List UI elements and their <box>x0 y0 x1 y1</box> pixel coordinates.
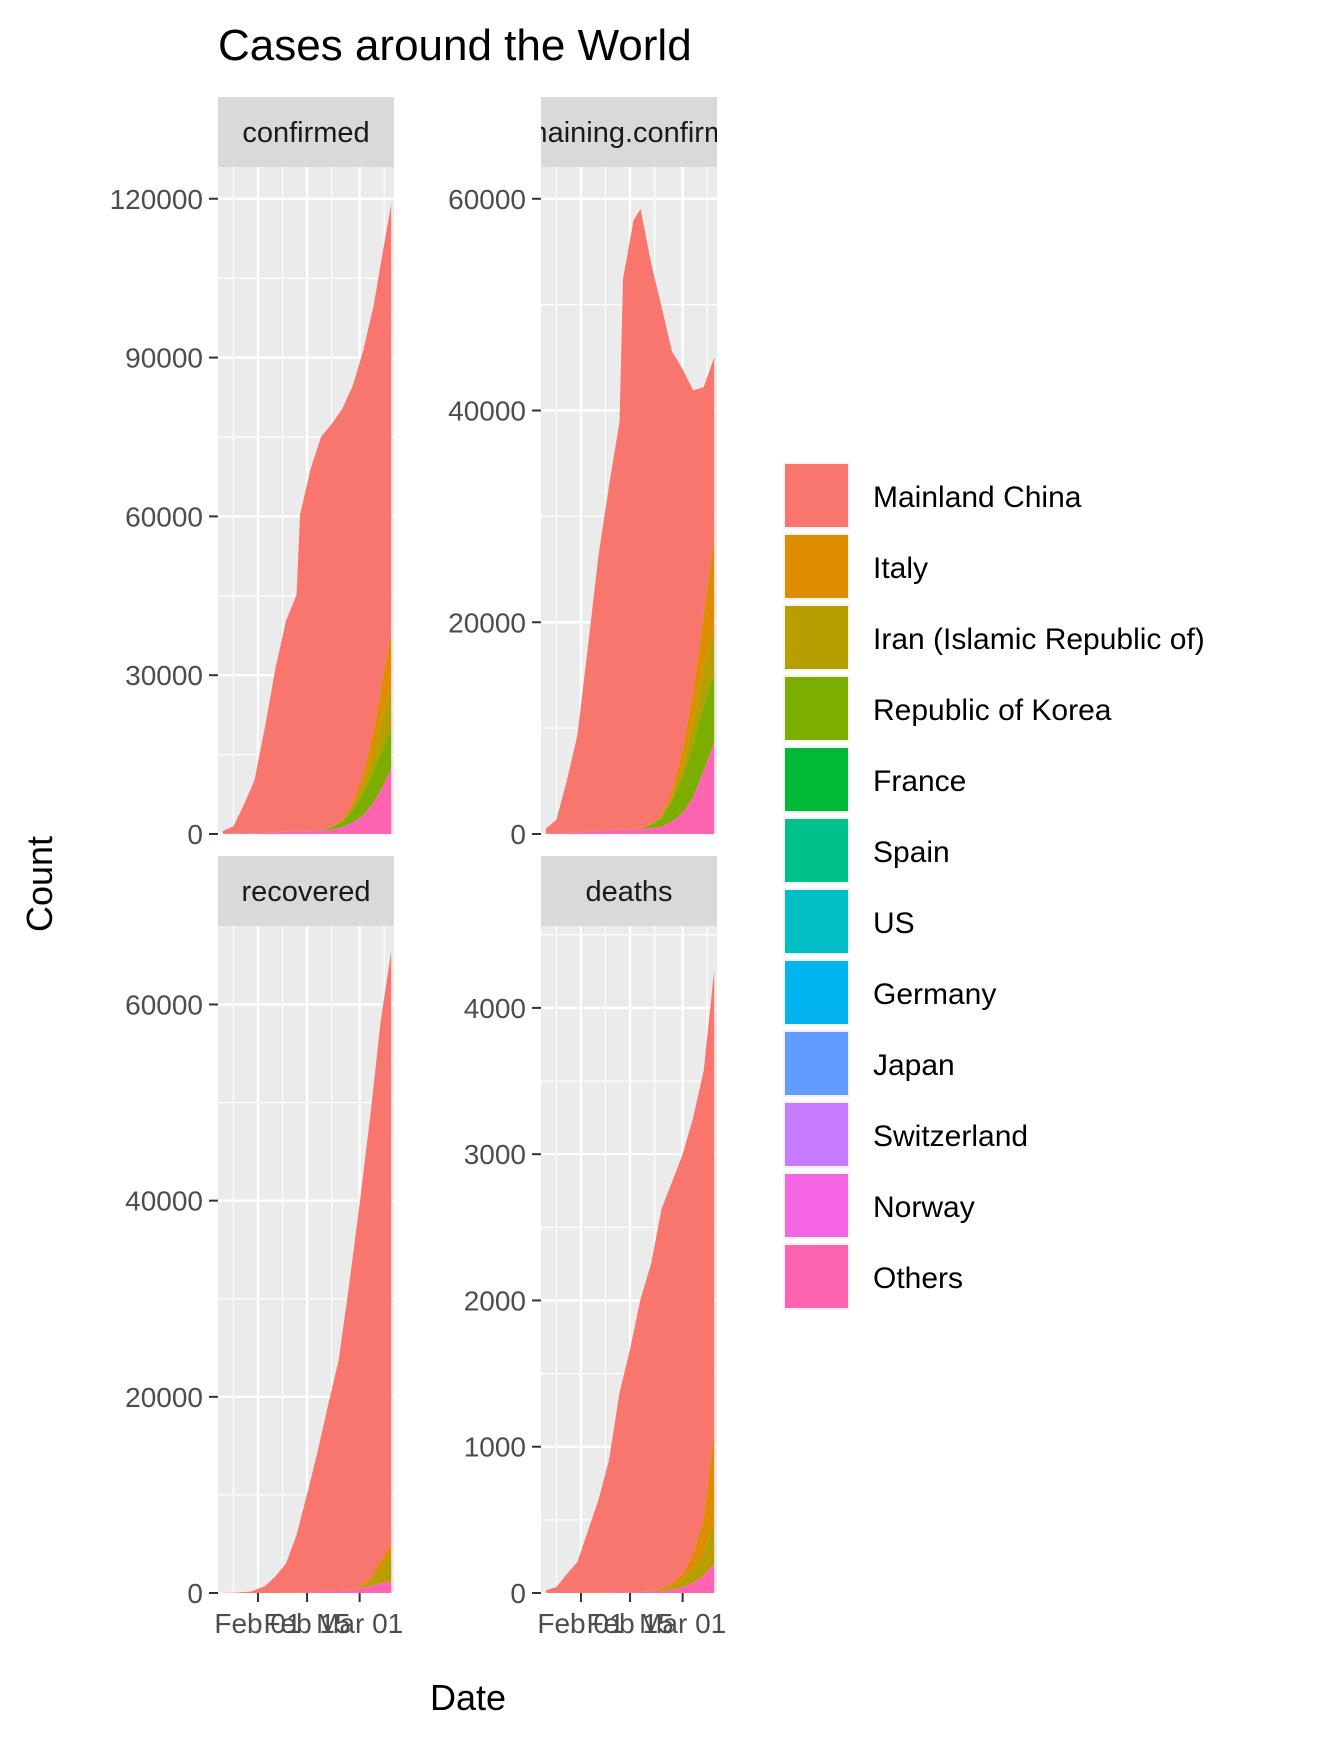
legend-label: France <box>873 765 966 798</box>
y-tick-label: 40000 <box>125 1186 203 1217</box>
area-mainland-china <box>545 209 715 834</box>
strip-label: recovered <box>242 876 371 908</box>
y-tick-label: 30000 <box>125 660 203 691</box>
legend-item: Japan <box>783 1030 955 1097</box>
legend-item: Others <box>783 1243 963 1310</box>
legend-label: US <box>873 907 915 940</box>
legend-label: Iran (Islamic Republic of) <box>873 623 1205 656</box>
y-tick-label: 60000 <box>125 501 203 532</box>
x-tick-label: Feb 15 <box>586 1608 673 1639</box>
y-tick-label: 60000 <box>125 989 203 1020</box>
area-others <box>222 767 392 834</box>
legend-label: Spain <box>873 836 950 869</box>
area-mainland-china <box>222 951 392 1593</box>
legend-swatch <box>785 1032 848 1095</box>
y-tick-label: 4000 <box>464 993 526 1024</box>
strip-label: remaining.confirmed <box>498 117 761 149</box>
x-tick-label: Feb 15 <box>263 1608 350 1639</box>
legend-label: Japan <box>873 1049 955 1082</box>
legend-swatch <box>785 1174 848 1237</box>
x-tick-label: Feb 01 <box>214 1608 301 1639</box>
legend-swatch <box>785 464 848 527</box>
legend-item: Norway <box>783 1172 975 1239</box>
x-axis-title: Date <box>430 1677 506 1718</box>
legend-item: Iran (Islamic Republic of) <box>783 604 1205 671</box>
y-tick-label: 20000 <box>448 607 526 638</box>
legend-item: Germany <box>783 959 996 1026</box>
legend-item: Switzerland <box>783 1101 1028 1168</box>
x-tick-label: Feb 01 <box>537 1608 624 1639</box>
legend-swatch <box>785 1103 848 1166</box>
y-tick-label: 20000 <box>125 1382 203 1413</box>
y-tick-label: 2000 <box>464 1285 526 1316</box>
y-tick-label: 0 <box>510 819 526 850</box>
legend-swatch <box>785 890 848 953</box>
legend-swatch <box>785 535 848 598</box>
strip-background <box>541 856 717 926</box>
legend-label: Italy <box>873 552 928 585</box>
legend-swatch <box>785 748 848 811</box>
panel-confirmed: confirmed 0 30000 60000 90000 120000 <box>110 97 394 850</box>
x-tick-label: Mar 01 <box>639 1608 726 1639</box>
legend-item: Republic of Korea <box>783 675 1112 742</box>
legend-swatch <box>785 819 848 882</box>
area-others <box>545 741 715 834</box>
strip-background <box>218 97 394 167</box>
legend-label: Others <box>873 1262 963 1295</box>
legend-item: France <box>783 746 966 813</box>
panel-remaining-confirmed: remaining.confirmed 0 20000 40000 60000 <box>448 97 761 850</box>
area-mainland-china <box>545 970 715 1593</box>
legend-item: Mainland China <box>783 462 1082 529</box>
y-tick-label: 60000 <box>448 184 526 215</box>
y-tick-label: 1000 <box>464 1432 526 1463</box>
y-tick-label: 90000 <box>125 343 203 374</box>
strip-background <box>218 856 394 926</box>
strip-label: deaths <box>585 876 672 908</box>
legend-swatch <box>785 677 848 740</box>
panels: confirmed0300006000090000120000remaining… <box>110 97 761 1639</box>
legend-item: Spain <box>783 817 950 884</box>
legend-label: Switzerland <box>873 1120 1028 1153</box>
area-others <box>545 1563 715 1593</box>
y-tick-label: 3000 <box>464 1139 526 1170</box>
x-tick-label: Mar 01 <box>316 1608 403 1639</box>
y-axis-title: Count <box>19 836 60 932</box>
legend-swatch <box>785 1245 848 1308</box>
legend-label: Mainland China <box>873 481 1082 514</box>
y-tick-label: 0 <box>510 1578 526 1609</box>
y-tick-label: 120000 <box>110 184 203 215</box>
legend-label: Norway <box>873 1191 975 1224</box>
legend: Mainland China Italy Iran (Islamic Republi… <box>783 462 1205 1310</box>
legend-item: Italy <box>783 533 928 600</box>
strip-background <box>541 97 717 167</box>
y-tick-label: 0 <box>187 819 203 850</box>
legend-label: Republic of Korea <box>873 694 1112 727</box>
legend-swatch <box>785 961 848 1024</box>
y-tick-label: 40000 <box>448 396 526 427</box>
y-tick-label: 0 <box>187 1578 203 1609</box>
chart-title: Cases around the World <box>218 21 692 70</box>
legend-swatch <box>785 606 848 669</box>
area-mainland-china <box>222 204 392 834</box>
legend-item: US <box>783 888 915 955</box>
strip-label: confirmed <box>242 117 369 149</box>
legend-label: Germany <box>873 978 996 1011</box>
